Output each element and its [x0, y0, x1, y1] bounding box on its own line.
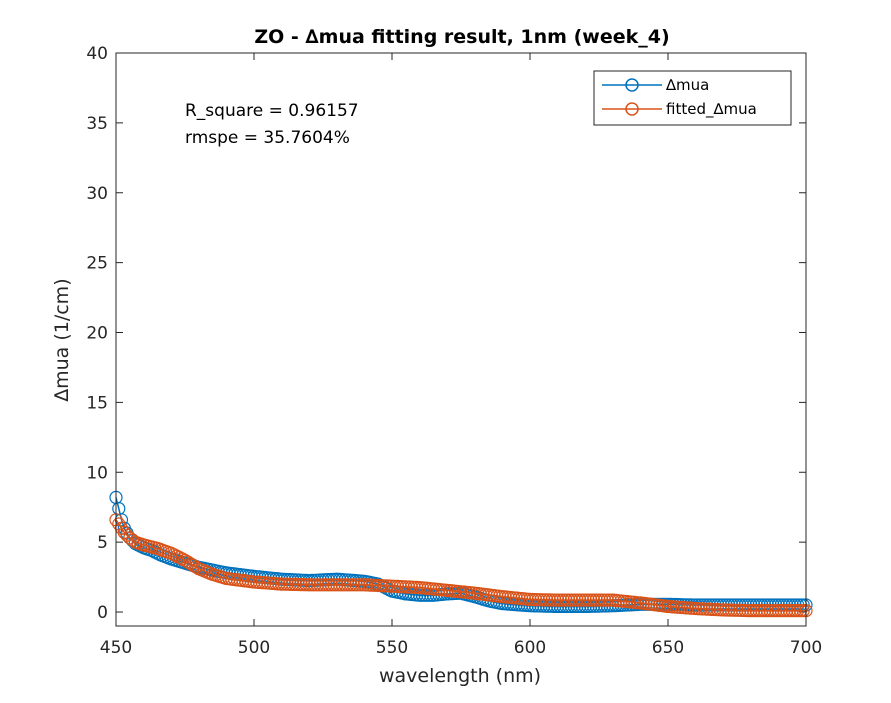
data-point — [763, 603, 777, 618]
rmspe-annotation: rmspe = 35.7604% — [185, 128, 350, 148]
data-point — [308, 578, 322, 592]
y-tick-label: 35 — [86, 114, 108, 134]
y-tick-label: 30 — [86, 184, 108, 204]
data-point — [564, 593, 579, 607]
data-point — [349, 578, 363, 592]
data-point — [796, 603, 810, 618]
x-tick-label: 600 — [514, 638, 546, 658]
data-point — [561, 593, 576, 607]
legend-marker-dmua — [625, 78, 639, 92]
x-tick-label: 700 — [790, 638, 822, 658]
legend-label-dmua: ∆mua — [665, 76, 709, 94]
y-tick-label: 25 — [86, 254, 108, 274]
y-tick-label: 15 — [86, 393, 108, 413]
data-point — [741, 603, 755, 618]
x-tick-label: 650 — [652, 638, 684, 658]
y-tick-label: 10 — [86, 463, 108, 483]
data-point — [548, 593, 562, 607]
data-point — [570, 593, 584, 607]
data-point — [327, 578, 341, 592]
data-point — [286, 577, 300, 592]
x-tick-label: 500 — [238, 638, 270, 658]
data-point — [578, 593, 592, 607]
data-point — [313, 578, 327, 592]
data-point — [584, 593, 598, 607]
data-point — [592, 593, 606, 607]
data-point — [777, 603, 791, 618]
data-point — [768, 603, 783, 618]
data-point — [355, 578, 369, 592]
data-point — [749, 603, 763, 618]
data-point — [771, 603, 786, 618]
data-point — [785, 603, 799, 618]
series-1 — [109, 513, 813, 618]
data-point — [791, 603, 805, 618]
data-point — [344, 578, 358, 592]
data-point — [589, 593, 603, 607]
data-point — [550, 593, 565, 607]
data-point — [757, 603, 772, 618]
y-tick-label: 40 — [86, 44, 108, 64]
plot-frame — [115, 52, 807, 627]
data-point — [722, 603, 736, 617]
chart-title: ZO - ∆mua fitting result, 1nm (week_4) — [254, 26, 669, 48]
data-point — [294, 577, 308, 592]
series-layer — [109, 490, 813, 618]
data-point — [316, 578, 330, 592]
legend-marker-fitted — [625, 102, 639, 116]
data-point — [597, 593, 612, 607]
y-tick-label: 0 — [97, 603, 108, 623]
ticks-layer: 450 500 550 600 650 700 0 5 10 15 20 25 30 35 40 — [86, 44, 822, 658]
data-point — [321, 578, 336, 592]
data-point — [302, 578, 316, 592]
data-point — [575, 593, 590, 607]
x-tick-label: 450 — [100, 638, 132, 658]
data-point — [782, 603, 797, 618]
data-point — [556, 593, 570, 607]
data-point — [755, 603, 769, 618]
legend-box — [593, 70, 792, 126]
x-tick-label: 550 — [376, 638, 408, 658]
y-tick-label: 5 — [97, 533, 108, 553]
y-axis-label: ∆mua (1/cm) — [51, 278, 73, 402]
data-point — [341, 578, 355, 592]
legend: ∆mua fitted_∆mua — [593, 70, 792, 126]
data-point — [730, 603, 744, 617]
data-point — [335, 578, 349, 592]
plot-area — [116, 53, 806, 626]
data-point — [330, 578, 344, 592]
data-point — [275, 577, 289, 591]
r-square-annotation: R_square = 0.96157 — [185, 101, 359, 121]
legend-label-fitted: fitted_∆mua — [666, 100, 757, 119]
y-tick-label: 20 — [86, 324, 108, 344]
data-point — [744, 603, 758, 618]
x-axis-label: wavelength (nm) — [379, 665, 541, 687]
data-point — [603, 593, 617, 607]
